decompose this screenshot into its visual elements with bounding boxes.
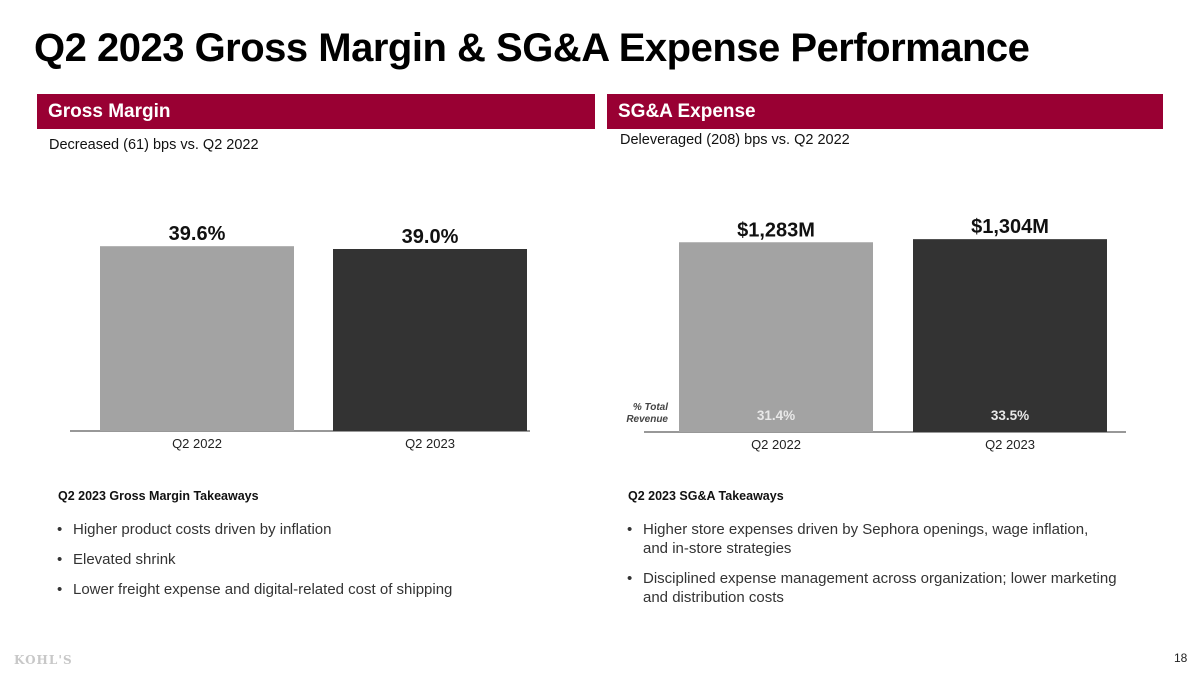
data-label: $1,283M xyxy=(737,219,815,241)
bar-q2-2023 xyxy=(333,249,527,431)
bullet-icon: • xyxy=(57,521,63,538)
sga-header: SG&A Expense xyxy=(607,94,1163,129)
sga-takeaways-title: Q2 2023 SG&A Takeaways xyxy=(628,489,784,503)
takeaway-text: Lower freight expense and digital-relate… xyxy=(73,581,453,598)
kohls-logo: KOHL'S xyxy=(14,653,73,667)
bar-q2-2022 xyxy=(679,242,873,432)
sga-subtitle: Deleveraged (208) bps vs. Q2 2022 xyxy=(620,132,850,148)
page-title: Q2 2023 Gross Margin & SG&A Expense Perf… xyxy=(34,26,1030,70)
pct-total-revenue-label: 33.5% xyxy=(991,408,1029,423)
data-label: 39.6% xyxy=(169,223,226,245)
takeaway-text: Elevated shrink xyxy=(73,551,176,568)
x-tick-label: Q2 2023 xyxy=(985,437,1035,452)
bar-q2-2023 xyxy=(913,239,1107,432)
sga-takeaways-list: • Higher store expenses driven by Sephora… xyxy=(627,520,1117,618)
data-label: 39.0% xyxy=(402,226,459,248)
pct-total-revenue-title: Revenue xyxy=(626,414,668,425)
sga-takeaway-item: • Higher store expenses driven by Sephora… xyxy=(627,520,1117,558)
data-label: $1,304M xyxy=(971,216,1049,238)
sga-takeaway-item: • Disciplined expense management across o… xyxy=(627,569,1117,607)
bullet-icon: • xyxy=(627,570,633,587)
pct-total-revenue-label: 31.4% xyxy=(757,408,795,423)
gross-margin-takeaways-list: • Higher product costs driven by inflatio… xyxy=(57,520,577,610)
x-tick-label: Q2 2022 xyxy=(751,437,801,452)
takeaway-text: Higher store expenses driven by Sephora … xyxy=(643,521,1089,557)
x-tick-label: Q2 2023 xyxy=(405,436,455,451)
bullet-icon: • xyxy=(57,581,63,598)
sga-chart: $1,283M Q2 2022 31.4% $1,304M Q2 2023 33.5% % … xyxy=(626,216,1126,452)
bullet-icon: • xyxy=(57,551,63,568)
gross-margin-chart: 39.6% Q2 2022 39.0% Q2 2023 xyxy=(70,223,530,451)
gross-margin-takeaway-item: • Elevated shrink xyxy=(57,550,577,569)
x-tick-label: Q2 2022 xyxy=(172,436,222,451)
gross-margin-header: Gross Margin xyxy=(37,94,595,129)
page-number: 18 xyxy=(1174,651,1188,665)
gross-margin-takeaway-item: • Higher product costs driven by inflatio… xyxy=(57,520,577,539)
pct-total-revenue-title: % Total xyxy=(633,402,668,413)
bar-q2-2022 xyxy=(100,246,294,431)
gross-margin-takeaway-item: • Lower freight expense and digital-relat… xyxy=(57,580,577,599)
gross-margin-subtitle: Decreased (61) bps vs. Q2 2022 xyxy=(49,137,259,153)
gross-margin-takeaways-title: Q2 2023 Gross Margin Takeaways xyxy=(58,489,259,503)
takeaway-text: Disciplined expense management across or… xyxy=(643,570,1117,606)
bullet-icon: • xyxy=(627,521,633,538)
takeaway-text: Higher product costs driven by inflation xyxy=(73,521,332,538)
